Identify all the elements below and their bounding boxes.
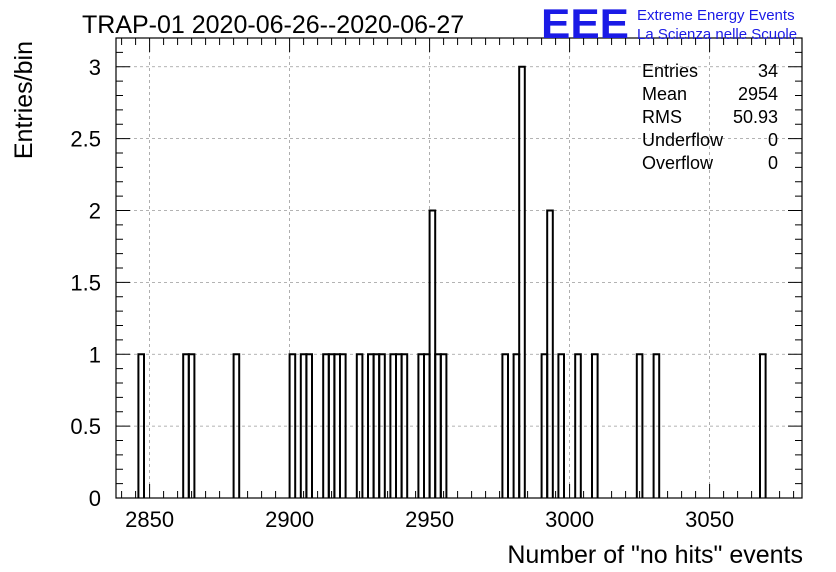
y-tick-label: 1: [89, 342, 101, 367]
histogram-bin: [378, 353, 386, 498]
histogram-bin: [232, 353, 241, 498]
x-tick-label: 2950: [405, 507, 454, 532]
stats-value: 2954: [738, 84, 778, 104]
x-tick-label: 3000: [545, 507, 594, 532]
y-tick-label: 0: [89, 486, 101, 511]
histogram-bin: [574, 353, 582, 498]
stats-label: Underflow: [642, 130, 724, 150]
histogram-bin: [759, 353, 767, 498]
stats-label: Mean: [642, 84, 687, 104]
histogram-bin: [635, 353, 644, 498]
chart-title: TRAP-01 2020-06-26--2020-06-27: [82, 11, 464, 39]
y-tick-label: 2.5: [70, 127, 101, 152]
histogram-bin: [355, 353, 364, 498]
tick-labels: 2850 2900 2950 3000 3050 0 0.5 1 1.5 2 2.5 3: [70, 55, 734, 532]
histogram-bin: [339, 353, 347, 498]
eee-logo: EEE Extreme Energy Events La Scienza nel…: [541, 0, 797, 47]
histogram-bin: [305, 353, 313, 498]
histogram-bin: [137, 353, 145, 498]
y-axis-label: Entries/bin: [10, 41, 38, 159]
histogram-bin: [652, 353, 661, 498]
stats-value: 50.93: [733, 107, 778, 127]
stats-value: 0: [768, 130, 778, 150]
grid-lines: [116, 38, 802, 498]
histogram-bin: [439, 353, 448, 498]
stats-box: Entries 34 Mean 2954 RMS 50.93 Underflow 0 Overf…: [642, 61, 778, 173]
y-tick-label: 0.5: [70, 414, 101, 439]
stats-label: Overflow: [642, 153, 714, 173]
x-tick-label: 2900: [265, 507, 314, 532]
histogram-bin: [546, 209, 554, 498]
histogram-bin: [501, 353, 509, 498]
histogram-bin: [187, 353, 196, 498]
x-tick-label: 2850: [125, 507, 174, 532]
histogram-bin: [518, 65, 526, 498]
plot-frame: [115, 37, 803, 499]
x-tick-label: 3050: [685, 507, 734, 532]
histogram-bin: [400, 353, 409, 498]
stats-value: 34: [758, 61, 778, 81]
y-tick-label: 2: [89, 199, 101, 224]
logo-line-1: Extreme Energy Events: [637, 7, 795, 24]
logo-line-2: La Scienza nelle Scuole: [637, 26, 797, 43]
y-tick-label: 1.5: [70, 270, 101, 295]
histogram-bin: [557, 353, 565, 498]
y-tick-label: 3: [89, 55, 101, 80]
logo-mark: EEE: [541, 0, 629, 47]
axis-ticks: [116, 37, 802, 499]
histogram-bars: [137, 65, 767, 498]
stats-value: 0: [768, 153, 778, 173]
stats-label: Entries: [642, 61, 698, 81]
histogram-bin: [288, 353, 297, 498]
stats-label: RMS: [642, 107, 682, 127]
histogram-bin: [591, 353, 599, 498]
x-axis-label: Number of "no hits" events: [507, 541, 803, 569]
